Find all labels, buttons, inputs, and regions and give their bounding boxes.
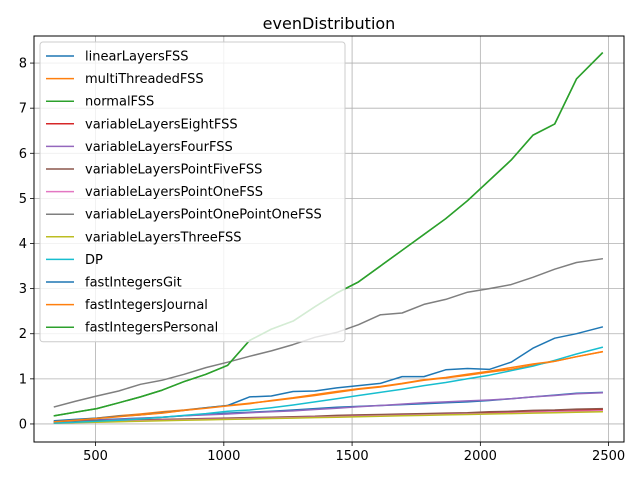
series-line-multiThreadedFSS: [53, 350, 604, 422]
y-tick-label: 0: [19, 417, 27, 432]
y-tick-label: 7: [19, 102, 27, 117]
y-tick-label: 2: [19, 327, 27, 342]
x-tick-label: 1000: [207, 449, 240, 464]
series-line-variableLayersPointFiveFSS: [53, 407, 603, 424]
y-tick-label: 4: [19, 237, 27, 252]
y-tick-label: 3: [19, 282, 27, 297]
x-tick-label: 1500: [336, 449, 369, 464]
legend: linearLayersFSS multiThreadedFSS normalFSS…: [39, 41, 346, 343]
legend-label: variableLayersPointFiveFSS: [85, 163, 262, 178]
plot-frame: [33, 35, 625, 443]
y-tick-label: 1: [19, 372, 27, 387]
y-tick-label: 6: [19, 147, 27, 162]
axis-ticks: 500 1000 1500 2000 2500 0 1 2 3 4 5 6 7 8: [19, 57, 625, 464]
legend-label: normalFSS: [85, 95, 154, 110]
legend-label: variableLayersPointOneFSS: [85, 185, 263, 200]
legend-label: fastIntegersJournal: [85, 298, 208, 313]
legend-label: multiThreadedFSS: [85, 72, 204, 87]
chart-title: evenDistribution: [263, 14, 396, 33]
legend-label: fastIntegersGit: [85, 276, 182, 291]
legend-box: [39, 41, 346, 343]
y-tick-label: 8: [19, 57, 27, 72]
legend-label: variableLayersPointOnePointOneFSS: [85, 208, 322, 223]
series-line-fastIntegersJournal: [53, 350, 604, 423]
x-tick-label: 2000: [464, 449, 497, 464]
legend-label: variableLayersFourFSS: [85, 140, 233, 155]
legend-label: variableLayersEightFSS: [85, 117, 238, 132]
y-tick-label: 5: [19, 192, 27, 207]
legend-label: DP: [85, 253, 103, 268]
x-tick-label: 500: [83, 449, 108, 464]
series-line-DP: [53, 346, 604, 424]
legend-label: variableLayersThreeFSS: [85, 230, 241, 245]
legend-label: fastIntegersPersonal: [85, 321, 218, 336]
legend-label: linearLayersFSS: [85, 50, 189, 65]
x-tick-label: 2500: [592, 449, 625, 464]
series-line-variableLayersThreeFSS: [53, 411, 603, 424]
